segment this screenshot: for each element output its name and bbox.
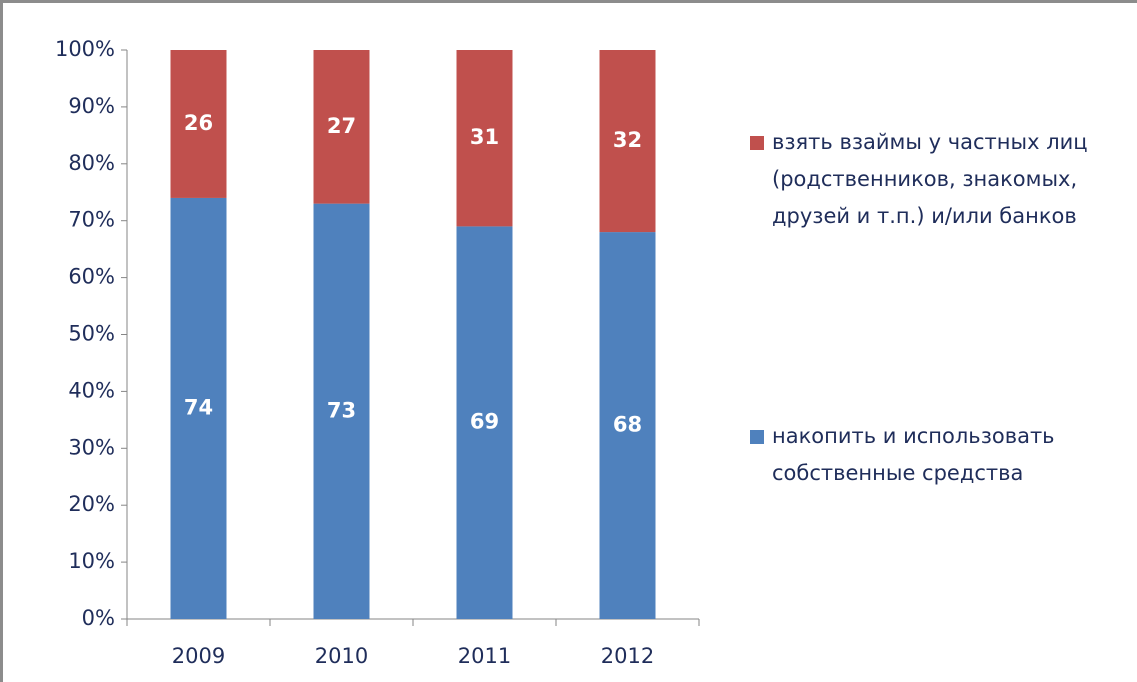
bar-segment <box>599 50 656 233</box>
bar-segment <box>456 226 513 619</box>
legend-item: взять взаймы у частных лиц (родственнико… <box>750 124 1120 235</box>
y-tick-label: 20% <box>68 492 115 516</box>
legend-swatch <box>750 430 764 444</box>
bar-segment <box>170 50 227 198</box>
y-tick-label: 40% <box>68 378 115 402</box>
value-label: 27 <box>327 114 356 138</box>
legend-label: накопить и использовать собственные сред… <box>772 424 1055 485</box>
y-tick-label: 90% <box>68 94 115 118</box>
x-tick-label: 2009 <box>172 644 225 668</box>
value-label: 68 <box>613 413 642 437</box>
y-tick-label: 100% <box>55 37 115 61</box>
legend-item: накопить и использовать собственные сред… <box>750 418 1120 492</box>
value-label: 73 <box>327 398 356 422</box>
y-tick-label: 30% <box>68 435 115 459</box>
value-label: 69 <box>470 410 499 434</box>
bar-segment <box>313 203 370 619</box>
value-label: 26 <box>184 111 213 135</box>
value-label: 31 <box>470 125 499 149</box>
bar-segment <box>313 50 370 204</box>
x-tick-label: 2010 <box>315 644 368 668</box>
legend-swatch <box>750 136 764 150</box>
y-tick-label: 80% <box>68 151 115 175</box>
bar-segment <box>170 197 227 619</box>
y-tick-label: 60% <box>68 265 115 289</box>
y-tick-label: 0% <box>82 606 115 630</box>
y-tick-label: 50% <box>68 322 115 346</box>
bar-segment <box>599 232 656 619</box>
value-label: 74 <box>184 395 213 419</box>
y-tick-label: 70% <box>68 208 115 232</box>
value-label: 32 <box>613 128 642 152</box>
x-tick-label: 2012 <box>601 644 654 668</box>
bar-segment <box>456 50 513 227</box>
legend-label: взять взаймы у частных лиц (родственнико… <box>772 130 1088 228</box>
x-tick-label: 2011 <box>458 644 511 668</box>
y-tick-label: 10% <box>68 549 115 573</box>
